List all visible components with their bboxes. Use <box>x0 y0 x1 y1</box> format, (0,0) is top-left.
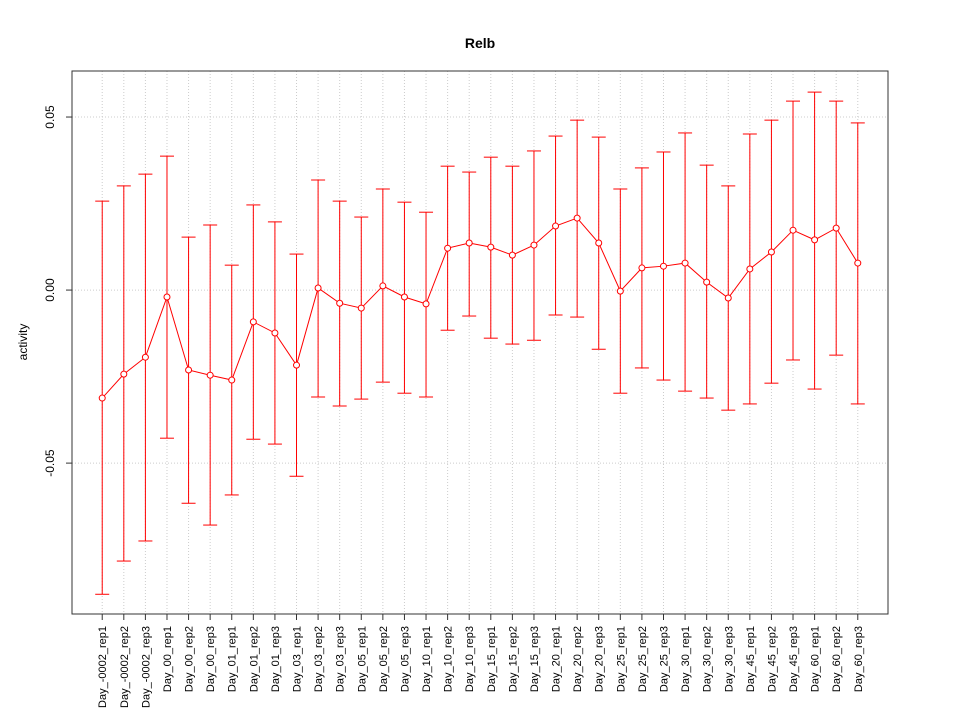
data-point <box>832 224 840 232</box>
x-tick-label: Day_01_rep1 <box>227 626 239 692</box>
x-tick-label: Day_30_rep1 <box>680 626 692 692</box>
x-tick-label: Day_45_rep2 <box>766 626 778 692</box>
x-tick-label: Day_20_rep1 <box>551 626 563 692</box>
data-point <box>163 293 171 301</box>
x-tick-label: Day_45_rep3 <box>788 626 800 692</box>
x-tick-label: Day_03_rep3 <box>335 626 347 692</box>
data-point <box>141 353 149 361</box>
x-tick-label: Day_-0002_rep1 <box>97 626 109 708</box>
axes: -0.05 0.00 0.05 Day_-0002_rep1 Day_-0002_rep… <box>43 105 865 708</box>
data-point <box>681 259 689 267</box>
data-point <box>206 371 214 379</box>
data-point <box>638 264 646 272</box>
chart-title: Relb <box>465 35 495 51</box>
data-point <box>400 293 408 301</box>
x-tick-label: Day_-0002_rep2 <box>119 626 131 708</box>
x-tick-label: Day_00_rep2 <box>184 626 196 692</box>
data-point <box>746 265 754 273</box>
data-point <box>293 361 301 369</box>
data-point <box>703 278 711 286</box>
x-tick-label: Day_10_rep3 <box>464 626 476 692</box>
x-tick-label: Day_30_rep2 <box>702 626 714 692</box>
x-tick-label: Day_15_rep2 <box>507 626 519 692</box>
data-point <box>811 236 819 244</box>
x-tick-label: Day_00_rep1 <box>162 626 174 692</box>
data-point <box>422 300 430 308</box>
x-tick-label: Day_20_rep2 <box>572 626 584 692</box>
data-point <box>595 239 603 247</box>
y-axis-label: activity <box>16 324 30 361</box>
x-tick-label: Day_10_rep2 <box>443 626 455 692</box>
data-point <box>854 259 862 267</box>
data-point <box>767 248 775 256</box>
x-tick-label: Day_25_rep2 <box>637 626 649 692</box>
data-point <box>120 370 128 378</box>
x-tick-label: Day_45_rep1 <box>745 626 757 692</box>
data-point <box>530 241 538 249</box>
data-point <box>789 226 797 234</box>
x-tick-label: Day_00_rep3 <box>205 626 217 692</box>
data-point <box>271 329 279 337</box>
x-tick-label: Day_05_rep2 <box>378 626 390 692</box>
data-point <box>98 394 106 402</box>
y-tick-label: 0.05 <box>43 105 57 129</box>
data-point <box>487 243 495 251</box>
x-tick-label: Day_30_rep3 <box>723 626 735 692</box>
data-point <box>724 294 732 302</box>
x-tick-label: Day_60_rep2 <box>831 626 843 692</box>
x-tick-label: Day_03_rep2 <box>313 626 325 692</box>
x-tick-label: Day_60_rep1 <box>810 626 822 692</box>
data-point <box>573 214 581 222</box>
x-tick-label: Day_20_rep3 <box>594 626 606 692</box>
data-point <box>314 284 322 292</box>
data-point <box>508 251 516 259</box>
x-tick-label: Day_25_rep3 <box>658 626 670 692</box>
x-tick-label: Day_05_rep3 <box>399 626 411 692</box>
x-tick-label: Day_-0002_rep3 <box>140 626 152 708</box>
x-tick-label: Day_25_rep1 <box>615 626 627 692</box>
marks <box>95 91 865 595</box>
data-point <box>228 376 236 384</box>
data-point <box>249 318 257 326</box>
data-point <box>379 282 387 290</box>
y-tick-label: 0.00 <box>43 278 57 302</box>
data-point <box>444 244 452 252</box>
plot-frame <box>71 70 889 615</box>
data-point <box>336 299 344 307</box>
x-tick-label: Day_03_rep1 <box>292 626 304 692</box>
data-point <box>185 366 193 374</box>
x-tick-label: Day_15_rep3 <box>529 626 541 692</box>
x-tick-label: Day_01_rep2 <box>248 626 260 692</box>
x-tick-label: Day_10_rep1 <box>421 626 433 692</box>
data-point <box>659 262 667 270</box>
data-point <box>616 287 624 295</box>
series-line <box>101 217 859 399</box>
x-tick-label: Day_01_rep3 <box>270 626 282 692</box>
x-tick-label: Day_05_rep1 <box>356 626 368 692</box>
x-tick-label: Day_15_rep1 <box>486 626 498 692</box>
data-point <box>552 222 560 230</box>
x-tick-label: Day_60_rep3 <box>853 626 865 692</box>
data-point <box>357 304 365 312</box>
data-point <box>465 239 473 247</box>
grid <box>72 71 888 614</box>
y-tick-label: -0.05 <box>43 449 57 477</box>
